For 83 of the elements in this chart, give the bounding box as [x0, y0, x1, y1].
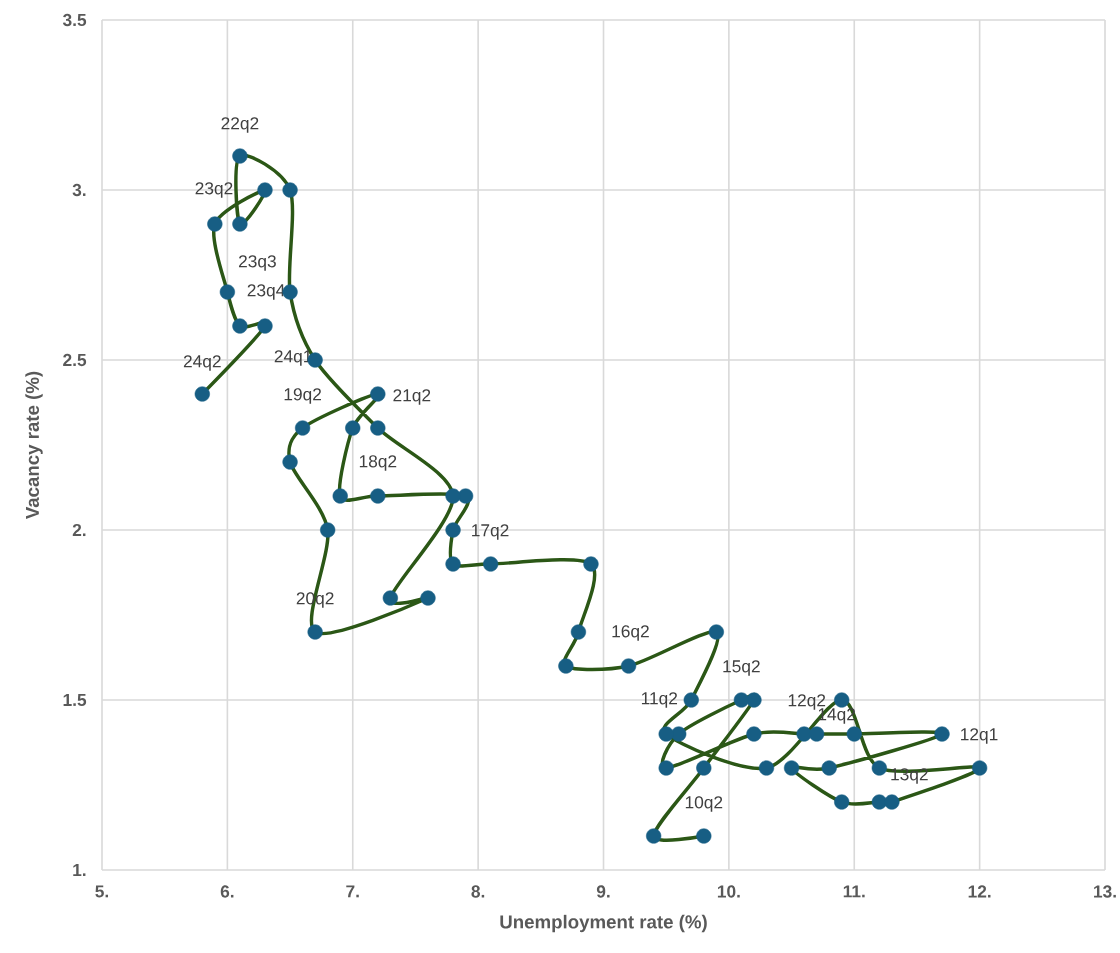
point — [746, 726, 762, 742]
x-tick-label: 7. — [346, 885, 359, 898]
annotation: 24q1 — [274, 350, 312, 366]
point — [696, 828, 712, 844]
point — [345, 420, 361, 436]
point — [320, 522, 336, 538]
point — [834, 692, 850, 708]
point — [420, 590, 436, 606]
point — [257, 182, 273, 198]
point — [445, 522, 461, 538]
annotation: 22q2 — [221, 117, 259, 133]
y-tick-label: 3. — [72, 183, 86, 197]
point — [194, 386, 210, 402]
annotation: 11q2 — [641, 692, 678, 708]
annotation: 24q2 — [183, 355, 221, 371]
y-tick-label: 2. — [72, 523, 86, 537]
annotation: 16q2 — [612, 625, 649, 641]
point — [570, 624, 587, 640]
x-tick-label: 6. — [220, 885, 234, 898]
annotation: 19q2 — [284, 388, 321, 404]
x-tick-label: 11. — [843, 885, 865, 898]
point — [658, 760, 674, 776]
point — [483, 556, 499, 572]
point — [733, 692, 750, 708]
x-tick-label: 13. — [1094, 885, 1116, 898]
point — [257, 318, 273, 334]
annotation: 23q2 — [195, 182, 233, 198]
point — [295, 420, 311, 436]
y-tick-label: 3.5 — [62, 13, 87, 27]
annotation: 23q4 — [247, 284, 285, 300]
x-tick-label: 5. — [95, 885, 109, 898]
point — [972, 760, 988, 776]
point — [834, 794, 850, 810]
point — [282, 454, 298, 470]
point — [696, 760, 712, 776]
x-tick-label: 8. — [471, 885, 485, 898]
point — [219, 284, 235, 300]
point — [758, 760, 775, 776]
x-tick-label: 9. — [596, 885, 610, 898]
point — [370, 386, 386, 402]
y-tick-label: 1.5 — [63, 693, 87, 707]
y-tick-label: 1. — [73, 864, 86, 876]
point — [370, 420, 386, 436]
annotation: 12q1 — [961, 728, 998, 744]
point — [232, 148, 248, 164]
point — [558, 658, 574, 674]
point — [445, 488, 461, 504]
x-tick-label: 12. — [968, 885, 991, 898]
point — [783, 760, 800, 776]
point — [796, 726, 812, 742]
point — [620, 658, 637, 674]
point — [232, 318, 248, 334]
annotation: 17q2 — [472, 524, 509, 540]
point — [445, 556, 461, 572]
point — [658, 726, 674, 742]
point — [282, 182, 298, 198]
point — [332, 488, 348, 504]
annotation: 23q3 — [238, 255, 276, 271]
point — [307, 624, 323, 640]
point — [207, 216, 223, 232]
y-axis-title: Vacancy rate (%) — [25, 371, 43, 520]
point — [809, 726, 825, 742]
point — [871, 760, 887, 776]
point — [382, 590, 398, 606]
point — [884, 794, 900, 810]
annotation: 21q2 — [393, 389, 431, 405]
annotation: 15q2 — [723, 660, 760, 676]
x-tick-label: 10. — [717, 885, 740, 898]
point — [746, 692, 762, 708]
annotation: 12q2 — [788, 694, 826, 710]
point — [370, 488, 386, 504]
point — [683, 692, 699, 708]
point — [934, 726, 950, 742]
annotation: 10q2 — [685, 796, 723, 812]
point — [232, 216, 248, 232]
point — [821, 760, 837, 776]
point — [646, 828, 662, 844]
annotation: 18q2 — [359, 455, 397, 471]
point — [708, 624, 724, 640]
x-axis-title: Unemployment rate (%) — [500, 914, 707, 933]
point — [583, 556, 599, 572]
y-tick-label: 2.5 — [63, 353, 87, 367]
point — [846, 726, 862, 742]
